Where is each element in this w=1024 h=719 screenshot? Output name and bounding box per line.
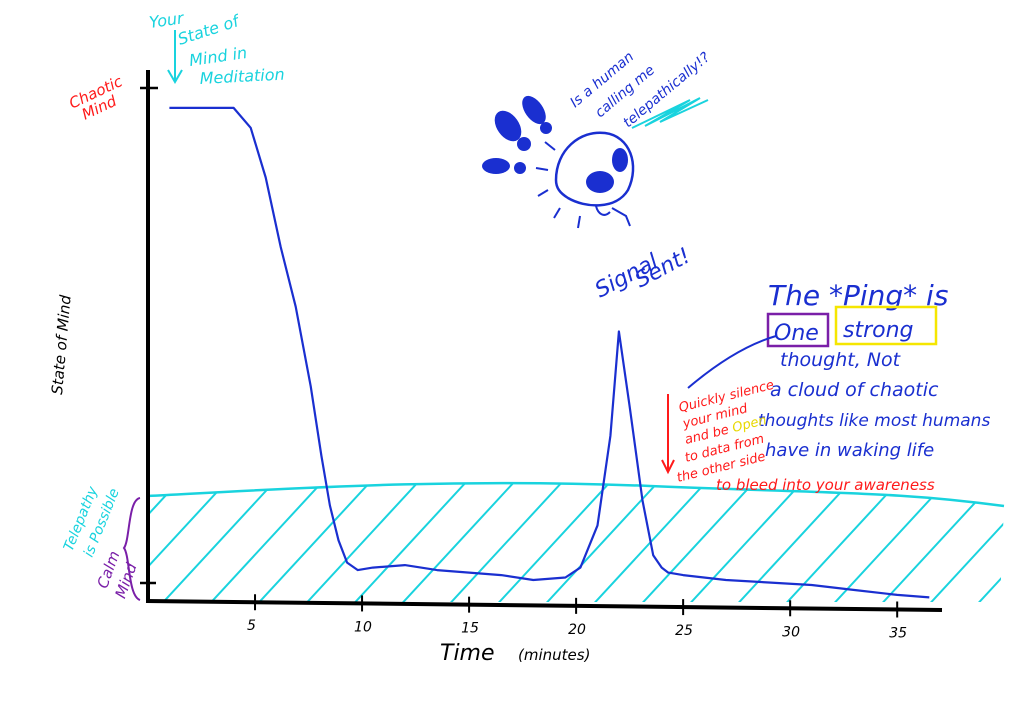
telepathy-zone-outline [147, 481, 1005, 508]
series-line-state-of-mind [169, 106, 930, 599]
ping-annotation: The *Ping* is One strong thought, Not a … [687, 279, 990, 461]
zone-hatch-line [251, 483, 373, 602]
telepathy-zone [147, 480, 1024, 610]
ping-strong: strong [843, 318, 914, 343]
x-axis-title-units: (minutes) [518, 646, 590, 664]
meditation-label-1: Your [148, 8, 186, 32]
silence-annotation: Quickly silence your mind and be Open to… [661, 378, 935, 494]
alien-neck [595, 205, 631, 227]
x-tick-label-30: 30 [782, 624, 800, 640]
y-axis-title: State of Mind [48, 294, 75, 396]
axes [140, 70, 943, 612]
alien-left-eye [586, 171, 614, 193]
x-tick-label-5: 5 [247, 618, 256, 634]
zone-hatch-line [148, 483, 181, 602]
zone-hatch-line [587, 483, 709, 602]
meditation-label-4: Meditation [199, 65, 285, 88]
alien-head [554, 131, 635, 207]
zone-hatch-line [491, 483, 613, 602]
zone-hatch-line [923, 483, 1004, 602]
telepathy-zone-hatching [148, 480, 1024, 610]
alien-sparks [535, 141, 581, 229]
calm-brace [122, 497, 141, 601]
zone-hatch-line [1020, 480, 1024, 610]
zone-hatch-line [395, 483, 517, 602]
signal-label-2: Sent! [631, 244, 695, 294]
zone-hatch-line [155, 483, 277, 602]
ping-line-4: a cloud of chaotic [770, 379, 939, 401]
ping-line-3: thought, Not [780, 349, 902, 371]
ping-strong-box [834, 305, 938, 346]
x-axis [145, 599, 943, 612]
zone-hatch-line [203, 483, 325, 602]
zone-hatch-line [148, 483, 229, 602]
x-tick-label-10: 10 [354, 619, 372, 635]
zone-hatch-line [299, 483, 421, 602]
meditation-label-3: Mind in [188, 43, 248, 70]
ping-one: One [774, 321, 819, 346]
alien-right-eye [612, 148, 628, 172]
zone-hatch-line [779, 483, 901, 602]
zone-hatch-line [539, 483, 661, 602]
silence-arrow [661, 394, 675, 475]
zone-hatch-line [731, 483, 853, 602]
zone-hatch-line [635, 483, 757, 602]
x-ticks: 5 10 15 20 25 30 35 [247, 594, 907, 641]
zone-hatch-line [683, 483, 805, 602]
ping-one-box [766, 312, 830, 348]
x-tick-label-20: 20 [568, 622, 586, 638]
silence-line-6: to bleed into your awareness [716, 476, 935, 494]
exclamation-marks [482, 95, 552, 174]
ping-pointer-arrow [687, 335, 777, 389]
meditation-annotation: Your State of Mind in Meditation [148, 8, 285, 88]
alien-thought-squiggle [631, 97, 709, 129]
zone-hatch-line [443, 483, 565, 602]
x-tick-label-35: 35 [889, 625, 907, 641]
zone-hatch-line [347, 483, 469, 602]
meditation-arrow [167, 30, 183, 84]
ping-line-5: thoughts like most humans [758, 411, 990, 431]
meditation-label-2: State of [175, 11, 243, 49]
alien-illustration: Is a human calling me telepathically!? [482, 49, 714, 229]
ping-line-6: have in waking life [765, 440, 934, 461]
x-tick-label-15: 15 [461, 621, 479, 637]
x-axis-title-time: Time [440, 641, 495, 666]
x-tick-label-25: 25 [675, 623, 693, 639]
zone-hatch-line [827, 483, 949, 602]
zone-hatch-line [971, 483, 1004, 602]
